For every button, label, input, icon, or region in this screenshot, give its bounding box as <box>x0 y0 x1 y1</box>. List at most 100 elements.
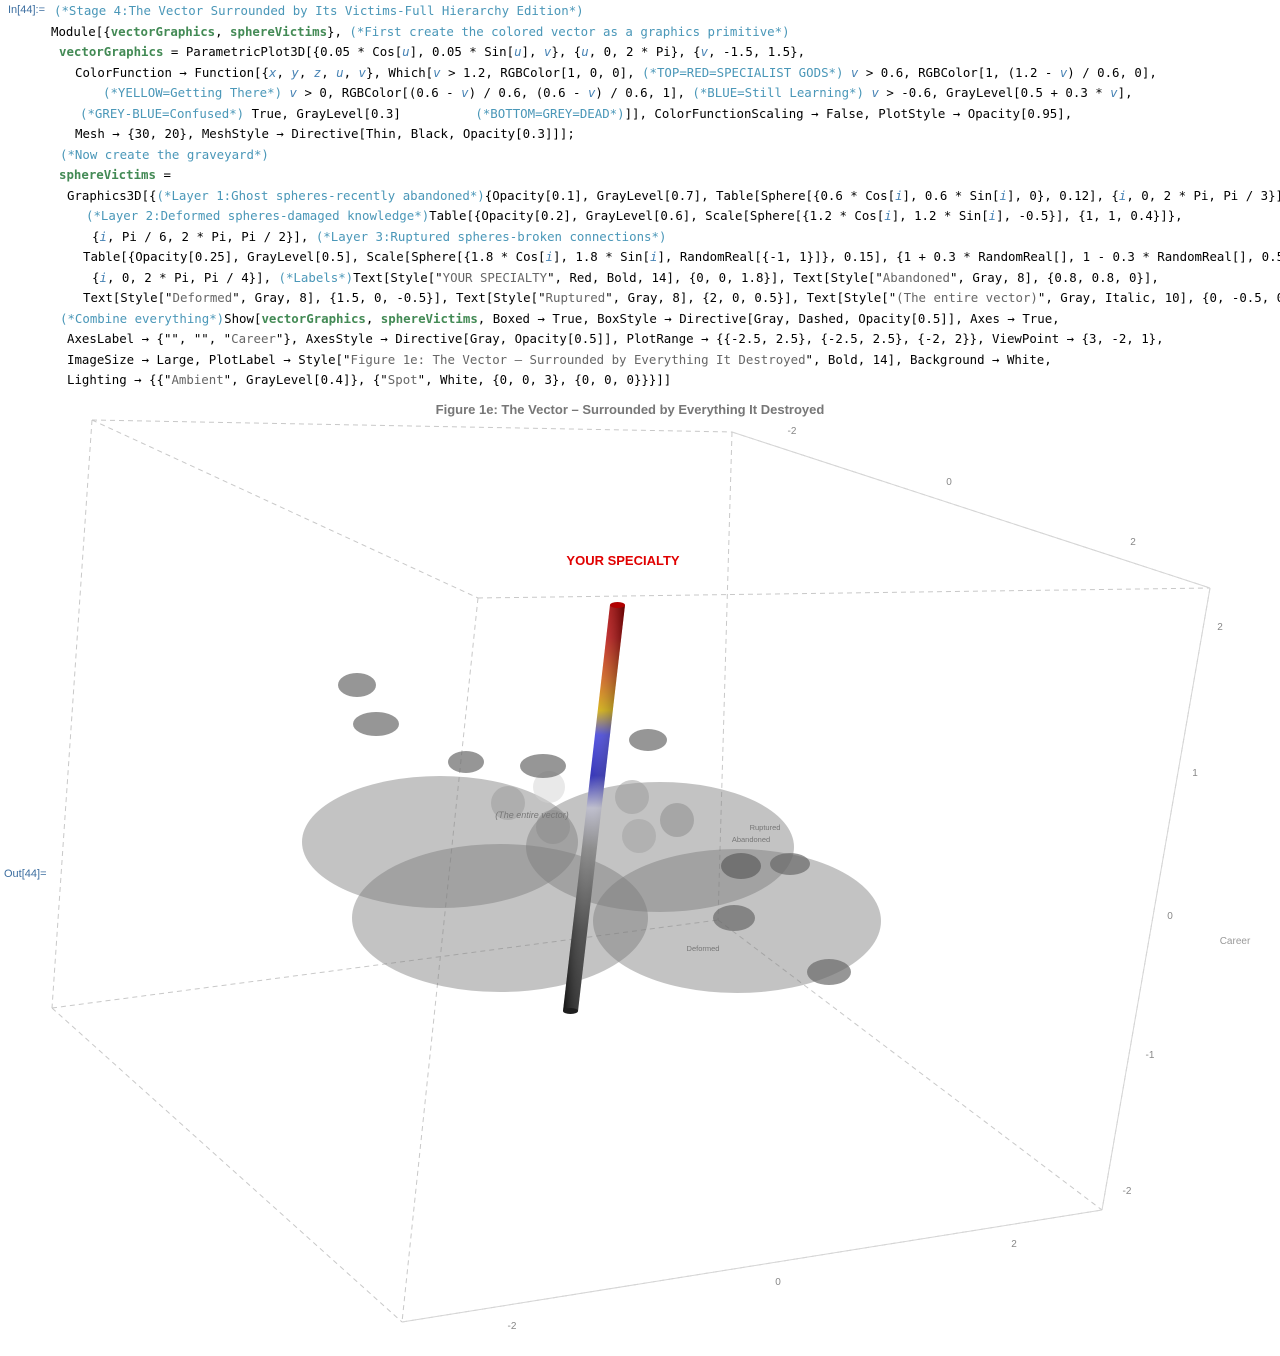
code-line[interactable]: AxesLabel → {"", "", "Career"}, AxesStyl… <box>67 329 1164 349</box>
code-line[interactable]: (*Layer 2:Deformed spheres-damaged knowl… <box>86 206 1183 226</box>
code-token: , 0, 2 * Pi, Pi / 4}], <box>106 269 279 285</box>
vector-cylinder <box>563 602 625 1014</box>
code-token: ], RandomReal[{-1, 1}]}, 0.15], {1 + 0.3… <box>657 249 1280 264</box>
code-token: , <box>321 64 337 80</box>
code-line[interactable]: (*Stage 4:The Vector Surrounded by Its V… <box>54 1 584 21</box>
right-tick-label: 0 <box>1167 911 1173 922</box>
ruptured-sphere <box>520 754 566 778</box>
code-line[interactable]: ColorFunction → Function[{x, y, z, u, v}… <box>75 63 1157 83</box>
code-token: }, { <box>551 44 582 59</box>
code-token: ColorFunction → Function[{ <box>75 64 269 80</box>
code-line[interactable]: Text[Style["Deformed", Gray, 8], {1.5, 0… <box>83 288 1280 308</box>
code-token: v <box>433 64 441 80</box>
code-line[interactable]: (*GREY-BLUE=Confused*) True, GrayLevel[0… <box>80 104 1072 124</box>
code-line[interactable]: Table[{Opacity[0.25], GrayLevel[0.5], Sc… <box>83 247 1280 267</box>
code-token: u <box>402 44 410 59</box>
code-token: , Boxed → True, BoxStyle → Directive[Gra… <box>477 310 1060 326</box>
code-token: ], <box>521 44 544 59</box>
code-line[interactable]: Module[{vectorGraphics, sphereVictims}, … <box>51 22 790 42</box>
code-token: Text[Style[" <box>83 290 173 305</box>
code-line[interactable]: Lighting → {{"Ambient", GrayLevel[0.4]},… <box>67 370 671 390</box>
ruptured-sphere <box>807 959 851 985</box>
code-token: Spot <box>387 372 418 387</box>
ruptured-spheres <box>338 673 851 985</box>
ruptured-sphere <box>770 853 810 875</box>
code-line[interactable]: (*YELLOW=Getting There*) v > 0, RGBColor… <box>103 83 1133 103</box>
code-comment: (*GREY-BLUE=Confused*) <box>80 105 245 121</box>
code-token: , <box>298 64 314 80</box>
code-token: {Opacity[0.1], GrayLevel[0.7], Table[Sph… <box>484 187 896 203</box>
code-token: ) / 0.6, 0], <box>1067 64 1157 80</box>
code-line[interactable]: Graphics3D[{(*Layer 1:Ghost spheres-rece… <box>67 186 1280 206</box>
right-tick-label: -1 <box>1146 1050 1155 1061</box>
right-tick-label: 2 <box>1217 622 1223 633</box>
code-comment: (*Labels*) <box>278 269 354 285</box>
code-token: ], 1.2 * Sin[ <box>891 208 989 223</box>
code-line[interactable]: vectorGraphics = ParametricPlot3D[{0.05 … <box>59 42 805 62</box>
code-token: z <box>313 64 322 80</box>
code-comment: (*BOTTOM=GREY=DEAD*) <box>475 105 625 121</box>
code-token: Show[ <box>224 310 262 326</box>
code-token: Text[Style[" <box>353 269 443 285</box>
code-token: i <box>988 208 997 223</box>
bottom-tick-label: -2 <box>508 1321 517 1332</box>
code-line[interactable]: ImageSize → Large, PlotLabel → Style["Fi… <box>67 350 1052 370</box>
code-comment: (*Combine everything*) <box>60 310 225 326</box>
code-line[interactable]: {i, 0, 2 * Pi, Pi / 4}], (*Labels*)Text[… <box>92 268 1159 288</box>
code-line[interactable]: (*Now create the graveyard*) <box>60 145 269 165</box>
code-token: v <box>358 64 366 80</box>
code-token: , <box>215 23 231 39</box>
code-token: ], -0.5}], {1, 1, 0.4}]}, <box>996 208 1183 223</box>
code-token: sphereVictims <box>230 23 328 39</box>
code-token: Table[{Opacity[0.2], GrayLevel[0.6], Sca… <box>429 208 885 223</box>
code-token: i <box>1118 187 1127 203</box>
code-token: , <box>276 64 292 80</box>
code-token: , 0, 2 * Pi, Pi / 3}]}, <box>1126 187 1280 203</box>
code-token: v <box>850 64 859 80</box>
ghost-sphere <box>533 771 565 803</box>
output-cell-label: Out[44]= <box>4 868 47 880</box>
code-token: Ambient <box>171 372 224 387</box>
code-comment: (*First create the colored vector as a g… <box>349 23 790 39</box>
code-token: vectorGraphics <box>59 44 164 59</box>
code-token: { <box>92 269 100 285</box>
code-token: ], <box>1117 85 1133 100</box>
code-token: Graphics3D[{ <box>67 187 157 203</box>
ruptured-sphere <box>629 729 667 751</box>
label-your-specialty: YOUR SPECIALTY <box>566 553 679 568</box>
code-token: ", White, {0, 0, 3}, {0, 0, 0}}}]] <box>417 372 672 387</box>
code-token: i <box>895 187 903 203</box>
code-token: Deformed <box>172 290 233 305</box>
label-abandoned: Abandoned <box>732 835 770 844</box>
code-token: Lighting → {{" <box>67 372 172 387</box>
code-token: ], 0.6 * Sin[ <box>902 187 1000 203</box>
code-line[interactable]: Mesh → {30, 20}, MeshStyle → Directive[T… <box>75 124 575 144</box>
code-token: ImageSize → Large, PlotLabel → Style[" <box>67 351 351 367</box>
code-token: Career <box>231 331 276 346</box>
bottom-tick-label: 0 <box>775 1277 781 1288</box>
ghost-sphere <box>660 803 694 837</box>
label-ruptured: Ruptured <box>750 823 781 832</box>
code-token: , Pi / 6, 2 * Pi, Pi / 2}], <box>106 228 316 244</box>
code-token: vectorGraphics <box>110 23 216 39</box>
code-line[interactable]: sphereVictims = <box>59 165 171 185</box>
code-token: ", Bold, 14], Background → White, <box>805 351 1052 367</box>
code-token: AxesLabel → {"", "", " <box>67 331 232 346</box>
figure-title: Figure 1e: The Vector – Surrounded by Ev… <box>436 402 825 417</box>
code-token: v <box>461 85 469 100</box>
code-token: sphereVictims <box>59 167 156 182</box>
code-token: "}, AxesStyle → Directive[Gray, Opacity[… <box>275 331 1164 346</box>
code-token: v <box>1059 64 1068 80</box>
code-line[interactable]: (*Combine everything*)Show[vectorGraphic… <box>60 309 1060 329</box>
right-tick-label: -2 <box>1123 1186 1132 1197</box>
code-token: ) / 0.6, (0.6 - <box>468 85 588 100</box>
code-token: ", Red, Bold, 14], {0, 0, 1.8}], Text[St… <box>547 269 883 285</box>
code-token: i <box>649 249 658 264</box>
code-line[interactable]: {i, Pi / 6, 2 * Pi, Pi / 2}], (*Layer 3:… <box>92 227 666 247</box>
code-token: u <box>336 64 344 80</box>
code-token: i <box>99 228 107 244</box>
code-comment: (*BLUE=Still Learning*) <box>692 85 864 100</box>
code-comment: (*Layer 1:Ghost spheres-recently abandon… <box>156 187 485 203</box>
code-token: i <box>999 187 1007 203</box>
